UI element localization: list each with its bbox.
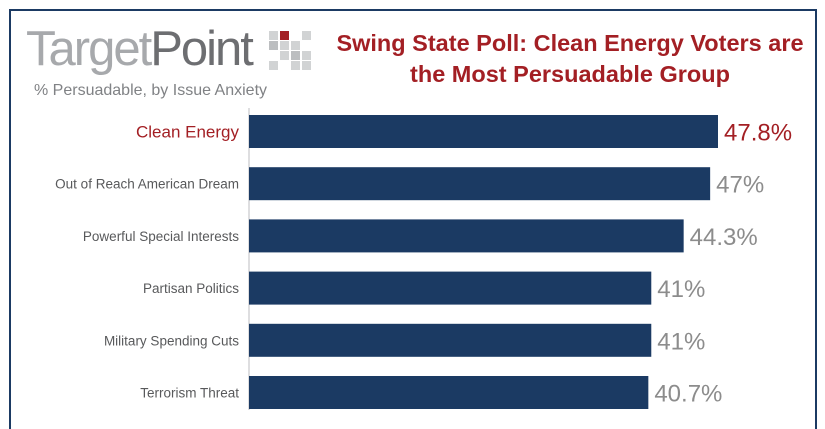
category-label: Military Spending Cuts <box>104 333 239 348</box>
value-label: 44.3% <box>690 224 758 251</box>
targetpoint-logo: TargetPoint <box>26 22 254 76</box>
category-label: Out of Reach American Dream <box>55 177 239 192</box>
bar <box>249 271 652 305</box>
bar <box>249 219 684 253</box>
chart-frame <box>9 9 817 429</box>
bar <box>249 376 649 409</box>
category-label: Terrorism Threat <box>140 386 239 401</box>
value-label: 41% <box>657 328 705 355</box>
value-label: 47.8% <box>724 120 792 147</box>
bar <box>249 323 652 357</box>
chart-title: Swing State Poll: Clean Energy Voters ar… <box>336 30 804 87</box>
chart-subtitle: % Persuadable, by Issue Anxiety <box>34 82 268 99</box>
value-label: 41% <box>657 276 705 303</box>
category-label: Clean Energy <box>136 123 240 142</box>
category-label: Powerful Special Interests <box>83 229 239 244</box>
bar <box>249 115 718 148</box>
value-label: 40.7% <box>654 381 722 408</box>
logo-grid-icon <box>269 31 312 72</box>
category-label: Partisan Politics <box>143 281 239 296</box>
value-label: 47% <box>716 172 764 199</box>
bar <box>249 167 711 201</box>
